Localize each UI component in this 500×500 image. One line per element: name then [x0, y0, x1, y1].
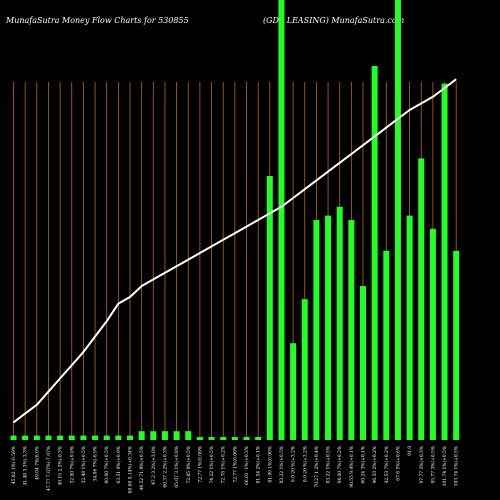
x-tick-label: 34.06 7%(-0.9% — [94, 446, 99, 481]
x-tick-label: 60.00 7%(+0.5% — [105, 446, 110, 483]
x-tick-label: 41.48 3.3%(-3.3% — [24, 446, 29, 485]
bar — [138, 431, 145, 440]
bar — [278, 0, 285, 440]
chart-title: MunafaSutra Money Flow Charts for 530855 — [5, 16, 189, 25]
x-tick-label: 94.00 7%(+0.2% — [338, 446, 343, 483]
x-tick-label: 101.74 1%(+0.5% — [443, 446, 448, 486]
bar — [243, 437, 250, 440]
bar-layer — [10, 0, 460, 440]
bar — [115, 435, 122, 440]
x-tick-label: 91.9 — [408, 446, 413, 456]
bar — [313, 220, 320, 440]
x-tick-labels: 45.82 1%(-0.59% 41.48 3.3%(-3.3% 49.04 7%(… — [12, 446, 460, 493]
x-tick-label: 103.74 1%(+0.5% — [455, 446, 460, 486]
x-tick-label: 83.22 1%(+0.5% — [280, 446, 285, 483]
bar — [383, 250, 390, 440]
x-tick-label: 81.54 2%(+0.1% — [257, 446, 262, 483]
bar — [231, 437, 238, 440]
bar — [196, 437, 203, 440]
bar — [453, 250, 460, 440]
x-tick-label: 47.77 7.07%(-7.07% — [47, 446, 52, 491]
x-tick-label: 96.33 2%(+0.2% — [373, 446, 378, 483]
x-tick-label: 66.01 -1%(+0.3% — [245, 446, 250, 485]
x-tick-label: 72.78 1%(+0.2% — [222, 446, 227, 483]
bar — [406, 215, 413, 440]
bar — [220, 437, 227, 440]
x-tick-label: 72.77 1%(0.00% — [233, 446, 238, 483]
x-tick-label: 42.53 7%(+0.2% — [385, 446, 390, 483]
bar — [301, 299, 308, 440]
bar — [33, 435, 40, 440]
x-tick-label: 32.48 1%(+0.5% — [82, 446, 87, 483]
x-tick-label: 65.07 3.1%(+0.8% — [175, 446, 180, 488]
bar — [150, 431, 157, 440]
bar — [185, 431, 192, 440]
bar — [103, 435, 110, 440]
x-tick-label: 49.04 7%(6.0% — [35, 446, 40, 480]
x-tick-label: 60.60 0.14%(+0.34% — [129, 446, 134, 493]
x-tick-label: 46.52 71.9%(+0.5% — [140, 446, 145, 490]
money-flow-line — [12, 78, 457, 424]
x-tick-label: 72.77 1%(0.00% — [198, 446, 203, 483]
x-tick-label: 45.82 1%(-0.59% — [12, 446, 17, 484]
bar — [22, 435, 29, 440]
bar — [57, 435, 64, 440]
x-tick-label: 63.51 0%(+0.9% — [117, 446, 122, 483]
x-tick-label: 95.77 3%(+0.5% — [431, 446, 436, 483]
bar — [348, 220, 355, 440]
x-tick-label: 0.0 20 %(+3.2% — [303, 446, 308, 482]
x-tick-label: 67.6 5%(+0.6% — [396, 446, 401, 481]
bar — [266, 176, 273, 440]
bar — [360, 286, 366, 440]
x-tick-label: 49.15 2.3%(-0.3% — [59, 446, 64, 485]
x-tick-label: 32.00 7%(+9.0% — [70, 446, 75, 483]
bar — [394, 0, 401, 440]
x-tick-label: 0.0 20 %(+3.2% — [292, 446, 297, 482]
x-tick-label: 72.85 0%(+0.5% — [187, 446, 192, 483]
bar — [371, 66, 378, 440]
x-tick-label: 74.22 1%(+0.5% — [210, 446, 215, 483]
x-tick-label: 97.77 3%(+0.3% — [420, 446, 425, 483]
bar — [92, 435, 99, 440]
bar — [68, 435, 75, 440]
bar — [255, 437, 262, 440]
bar — [161, 431, 168, 440]
bar — [80, 435, 87, 440]
bar — [10, 435, 17, 440]
x-tick-label: 90.55 9.4%(+0.1% — [350, 446, 355, 488]
bar — [127, 435, 133, 440]
bar — [336, 206, 343, 440]
x-tick-label: 47.2 3.2%(+3.0% — [152, 446, 157, 485]
x-tick-label: 60.24 3%(+0.1% — [362, 446, 367, 483]
chart-subtitle: (GDL LEASING) MunafaSutra.com — [263, 16, 405, 25]
bar — [290, 343, 297, 440]
x-tick-label: 81.99 1%(0.90% — [268, 446, 273, 483]
bar — [418, 158, 425, 440]
bar — [441, 83, 448, 440]
x-tick-label: 83.22 1%(+0.5% — [327, 446, 332, 483]
x-tick-label: 70.27 1.2%(+0.4% — [315, 446, 320, 488]
bar — [45, 435, 52, 440]
bar — [325, 215, 332, 440]
bar — [208, 437, 215, 440]
bar — [173, 431, 180, 440]
bar — [429, 228, 436, 440]
x-tick-label: 60.37 2.2%(+0.3% — [163, 446, 168, 488]
